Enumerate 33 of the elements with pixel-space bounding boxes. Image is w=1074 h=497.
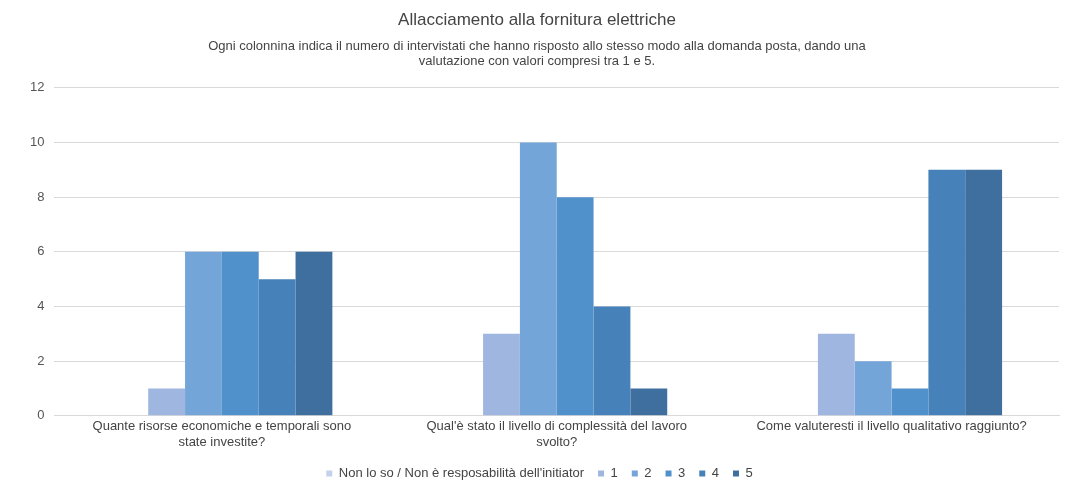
bar xyxy=(295,251,333,416)
legend-label: Non lo so / Non è resposabilità dell'initiator xyxy=(338,465,585,481)
chart-subtitle: Ogni colonnina indica il numero di intervistati che hanno risposto allo stesso modo alla domanda posta, dando una valutazione con valori compresi tra 1 e 5. xyxy=(207,38,867,70)
x-tick-label: Quante risorse economiche e temporali sono state investite? xyxy=(92,418,352,449)
y-tick-label: 6 xyxy=(37,243,45,259)
x-tick-label: Come valuteresti il livello qualitativo raggiunto? xyxy=(756,418,1027,434)
y-tick-label: 10 xyxy=(29,134,45,150)
bar xyxy=(556,197,594,416)
y-tick-label: 8 xyxy=(37,188,45,204)
legend-label: 4 xyxy=(711,465,719,481)
bar xyxy=(928,169,966,416)
bar xyxy=(965,169,1003,416)
y-tick-label: 12 xyxy=(29,79,45,95)
legend-label: 1 xyxy=(610,465,618,481)
legend-label: 3 xyxy=(678,465,686,481)
legend-label: 5 xyxy=(745,465,753,481)
bar xyxy=(221,251,259,416)
bar xyxy=(817,333,855,416)
legend-label: 2 xyxy=(644,465,652,481)
bar xyxy=(519,142,557,416)
bar xyxy=(630,388,668,416)
bar xyxy=(258,279,296,416)
bar xyxy=(483,333,520,416)
bar xyxy=(891,388,929,416)
y-tick-label: 2 xyxy=(37,352,45,368)
y-tick-label: 4 xyxy=(37,298,45,314)
bar xyxy=(185,251,222,416)
bar xyxy=(148,388,186,416)
y-tick-label: 0 xyxy=(37,407,45,423)
chart-title: Allacciamento alla fornitura elettriche xyxy=(397,10,677,31)
bar xyxy=(593,306,631,416)
x-tick-label: Qual'è stato il livello di complessità del lavoro svolto? xyxy=(426,418,687,449)
bar xyxy=(854,361,892,416)
